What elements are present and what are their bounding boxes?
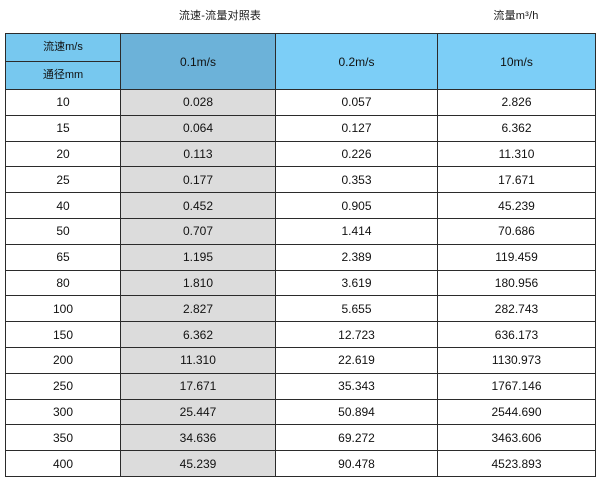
- cell-value-0: 0.177: [120, 166, 276, 194]
- cell-value-0: 0.028: [120, 89, 276, 116]
- table-row: 50 0.707 1.414 70.686: [5, 217, 596, 245]
- cell-value-2: 11.310: [437, 140, 596, 168]
- column-header-2: 10m/s: [437, 33, 596, 90]
- cell-value-1: 0.905: [275, 192, 438, 219]
- cell-dn: 250: [5, 372, 121, 400]
- cell-value-1: 90.478: [275, 450, 438, 477]
- table-row: 80 1.810 3.619 180.956: [5, 269, 596, 297]
- cell-value-1: 5.655: [275, 295, 438, 323]
- table-row: 300 25.447 50.894 2544.690: [5, 398, 596, 426]
- cell-value-0: 0.707: [120, 217, 276, 245]
- cell-dn: 10: [5, 89, 121, 116]
- cell-value-2: 3463.606: [437, 424, 596, 452]
- table-row: 25 0.177 0.353 17.671: [5, 166, 596, 194]
- table-row: 40 0.452 0.905 45.239: [5, 192, 596, 219]
- cell-value-1: 0.057: [275, 89, 438, 116]
- cell-value-2: 4523.893: [437, 450, 596, 477]
- table-header-row-top: 流速m/s 0.1m/s 0.2m/s 10m/s: [5, 33, 596, 90]
- cell-value-0: 0.452: [120, 192, 276, 219]
- cell-value-0: 34.636: [120, 424, 276, 452]
- table-row: 10 0.028 0.057 2.826: [5, 89, 596, 116]
- cell-dn: 80: [5, 269, 121, 297]
- column-header-1: 0.2m/s: [275, 33, 438, 90]
- cell-value-0: 25.447: [120, 398, 276, 426]
- flow-velocity-table-wrap: 流速m/s 0.1m/s 0.2m/s 10m/s 通径mm 10 0.028 …: [5, 33, 596, 477]
- flow-velocity-table: 流速m/s 0.1m/s 0.2m/s 10m/s 通径mm 10 0.028 …: [5, 33, 596, 477]
- cell-value-0: 0.064: [120, 114, 276, 142]
- cell-value-1: 69.272: [275, 424, 438, 452]
- flow-unit-label: 流量m³/h: [493, 10, 539, 22]
- cell-value-1: 35.343: [275, 372, 438, 400]
- cell-value-2: 636.173: [437, 321, 596, 348]
- cell-value-2: 1130.973: [437, 346, 596, 374]
- table-header-row-bottom: 通径mm: [5, 61, 596, 90]
- cell-dn: 25: [5, 166, 121, 194]
- cell-value-2: 1767.146: [437, 372, 596, 400]
- corner-header-velocity: 流速m/s: [5, 33, 121, 62]
- table-row: 250 17.671 35.343 1767.146: [5, 372, 596, 400]
- cell-dn: 150: [5, 321, 121, 348]
- cell-dn: 40: [5, 192, 121, 219]
- cell-value-0: 1.810: [120, 269, 276, 297]
- table-row: 15 0.064 0.127 6.362: [5, 114, 596, 142]
- cell-value-2: 70.686: [437, 217, 596, 245]
- caption-row: 流速-流量对照表 流量m³/h: [0, 0, 600, 33]
- table-header: 流速m/s 0.1m/s 0.2m/s 10m/s 通径mm: [5, 33, 596, 90]
- cell-dn: 20: [5, 140, 121, 168]
- cell-value-0: 1.195: [120, 243, 276, 271]
- cell-dn: 50: [5, 217, 121, 245]
- cell-value-1: 0.353: [275, 166, 438, 194]
- cell-value-2: 6.362: [437, 114, 596, 142]
- table-row: 20 0.113 0.226 11.310: [5, 140, 596, 168]
- cell-value-1: 0.226: [275, 140, 438, 168]
- cell-dn: 300: [5, 398, 121, 426]
- table-row: 350 34.636 69.272 3463.606: [5, 424, 596, 452]
- cell-value-0: 11.310: [120, 346, 276, 374]
- table-row: 200 11.310 22.619 1130.973: [5, 346, 596, 374]
- table-body: 10 0.028 0.057 2.826 15 0.064 0.127 6.36…: [5, 89, 596, 477]
- cell-value-1: 50.894: [275, 398, 438, 426]
- cell-value-1: 2.389: [275, 243, 438, 271]
- table-row: 100 2.827 5.655 282.743: [5, 295, 596, 323]
- cell-value-2: 180.956: [437, 269, 596, 297]
- cell-dn: 65: [5, 243, 121, 271]
- cell-dn: 15: [5, 114, 121, 142]
- cell-value-2: 17.671: [437, 166, 596, 194]
- cell-value-2: 282.743: [437, 295, 596, 323]
- cell-value-1: 1.414: [275, 217, 438, 245]
- cell-dn: 100: [5, 295, 121, 323]
- cell-dn: 350: [5, 424, 121, 452]
- cell-value-1: 12.723: [275, 321, 438, 348]
- column-header-0: 0.1m/s: [120, 33, 276, 90]
- cell-value-0: 17.671: [120, 372, 276, 400]
- corner-header-diameter: 通径mm: [5, 61, 121, 90]
- cell-value-2: 119.459: [437, 243, 596, 271]
- cell-dn: 400: [5, 450, 121, 477]
- cell-value-1: 0.127: [275, 114, 438, 142]
- table-row: 400 45.239 90.478 4523.893: [5, 450, 596, 477]
- cell-value-0: 2.827: [120, 295, 276, 323]
- cell-value-0: 45.239: [120, 450, 276, 477]
- page-title: 流速-流量对照表: [178, 10, 262, 22]
- table-row: 65 1.195 2.389 119.459: [5, 243, 596, 271]
- cell-value-1: 3.619: [275, 269, 438, 297]
- cell-value-2: 45.239: [437, 192, 596, 219]
- cell-value-2: 2.826: [437, 89, 596, 116]
- cell-value-2: 2544.690: [437, 398, 596, 426]
- cell-value-0: 6.362: [120, 321, 276, 348]
- cell-value-0: 0.113: [120, 140, 276, 168]
- cell-value-1: 22.619: [275, 346, 438, 374]
- cell-dn: 200: [5, 346, 121, 374]
- table-row: 150 6.362 12.723 636.173: [5, 321, 596, 348]
